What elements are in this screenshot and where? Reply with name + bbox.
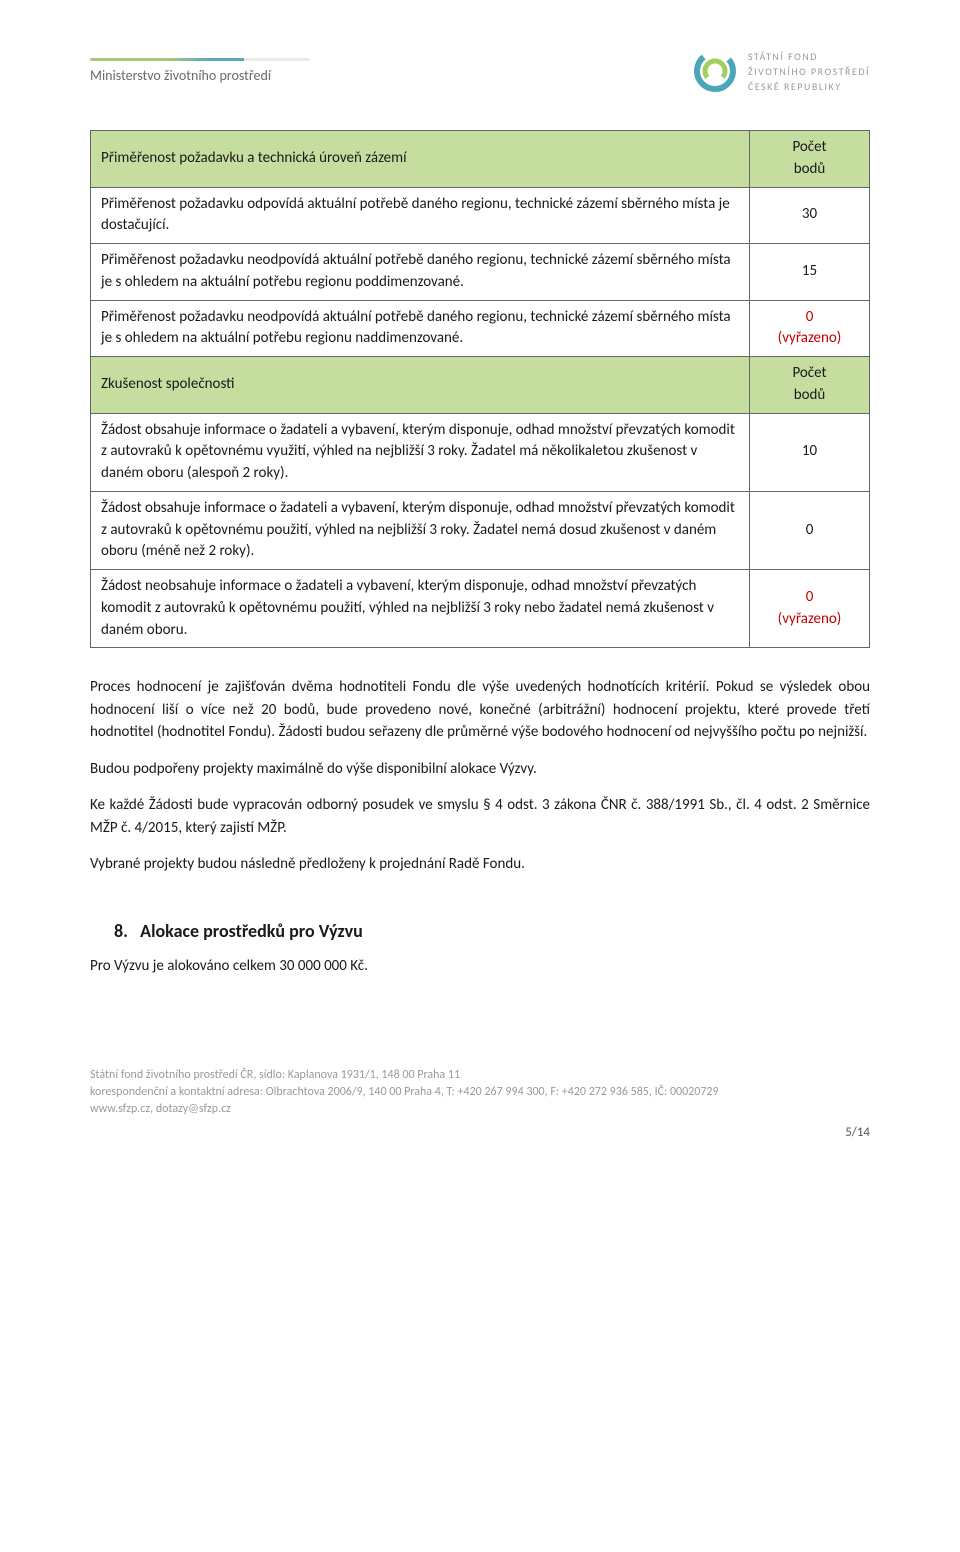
criterion-text: Přiměřenost požadavku neodpovídá aktuáln… [91, 244, 750, 301]
sfzp-line2: ŽIVOTNÍHO PROSTŘEDÍ [748, 64, 870, 79]
page-footer: Státní fond životního prostředí ČR, sídl… [90, 1067, 870, 1142]
table2-header-right: Počet bodů [750, 357, 870, 414]
criterion-score: 0 [750, 491, 870, 569]
table-header-row: Přiměřenost požadavku a technická úroveň… [91, 131, 870, 188]
page: Ministerstvo životního prostředí STÁTNÍ … [0, 0, 960, 1182]
table-row: Přiměřenost požadavku odpovídá aktuální … [91, 187, 870, 244]
sfzp-line1: STÁTNÍ FOND [748, 49, 870, 64]
criterion-score: 30 [750, 187, 870, 244]
body-text: Proces hodnocení je zajišťován dvěma hod… [90, 676, 870, 977]
criterion-score: 0 (vyřazeno) [750, 300, 870, 357]
page-number: 5/14 [90, 1124, 870, 1142]
section-number: 8. [114, 920, 128, 942]
criterion-text: Přiměřenost požadavku neodpovídá aktuáln… [91, 300, 750, 357]
score-l1: 0 [806, 308, 814, 326]
sfzp-logo-icon [692, 48, 738, 94]
criterion-score: 0 (vyřazeno) [750, 570, 870, 648]
sfzp-line3: ČESKÉ REPUBLIKY [748, 79, 870, 94]
table-row: Přiměřenost požadavku neodpovídá aktuáln… [91, 244, 870, 301]
paragraph: Proces hodnocení je zajišťován dvěma hod… [90, 676, 870, 744]
section-title: Alokace prostředků pro Výzvu [140, 920, 363, 942]
hdr-l1: Počet [792, 364, 826, 382]
mzp-label: Ministerstvo životního prostředí [90, 67, 310, 84]
score-l2: (vyřazeno) [778, 329, 842, 347]
section-text: Pro Výzvu je alokováno celkem 30 000 000… [90, 955, 870, 978]
section-heading: 8. Alokace prostředků pro Výzvu [114, 918, 870, 945]
table-header-row: Zkušenost společnosti Počet bodů [91, 357, 870, 414]
table-row: Přiměřenost požadavku neodpovídá aktuáln… [91, 300, 870, 357]
mzp-color-bar [90, 58, 310, 61]
hdr-l2: bodů [794, 160, 826, 178]
hdr-l2: bodů [794, 386, 826, 404]
sfzp-logo-block: STÁTNÍ FOND ŽIVOTNÍHO PROSTŘEDÍ ČESKÉ RE… [692, 48, 870, 94]
evaluation-table: Přiměřenost požadavku a technická úroveň… [90, 130, 870, 648]
table-row: Žádost obsahuje informace o žadateli a v… [91, 491, 870, 569]
table-row: Žádost neobsahuje informace o žadateli a… [91, 570, 870, 648]
page-header: Ministerstvo životního prostředí STÁTNÍ … [90, 48, 870, 94]
paragraph: Budou podpořeny projekty maximálně do vý… [90, 758, 870, 781]
criterion-text: Žádost obsahuje informace o žadateli a v… [91, 491, 750, 569]
criterion-text: Přiměřenost požadavku odpovídá aktuální … [91, 187, 750, 244]
paragraph: Ke každé Žádosti bude vypracován odborný… [90, 794, 870, 839]
score-l2: (vyřazeno) [778, 610, 842, 628]
criterion-score: 10 [750, 413, 870, 491]
hdr-l1: Počet [792, 138, 826, 156]
footer-line: korespondenční a kontaktní adresa: Olbra… [90, 1084, 870, 1101]
table2-header-left: Zkušenost společnosti [91, 357, 750, 414]
criterion-text: Žádost neobsahuje informace o žadateli a… [91, 570, 750, 648]
table1-header-right: Počet bodů [750, 131, 870, 188]
criterion-score: 15 [750, 244, 870, 301]
mzp-logo-block: Ministerstvo životního prostředí [90, 58, 310, 84]
table-row: Žádost obsahuje informace o žadateli a v… [91, 413, 870, 491]
table1-header-left: Přiměřenost požadavku a technická úroveň… [91, 131, 750, 188]
paragraph: Vybrané projekty budou následně předlože… [90, 853, 870, 876]
footer-line: Státní fond životního prostředí ČR, sídl… [90, 1067, 870, 1084]
score-l1: 0 [806, 588, 814, 606]
footer-line: www.sfzp.cz, dotazy@sfzp.cz [90, 1101, 870, 1118]
criterion-text: Žádost obsahuje informace o žadateli a v… [91, 413, 750, 491]
sfzp-text: STÁTNÍ FOND ŽIVOTNÍHO PROSTŘEDÍ ČESKÉ RE… [748, 49, 870, 94]
